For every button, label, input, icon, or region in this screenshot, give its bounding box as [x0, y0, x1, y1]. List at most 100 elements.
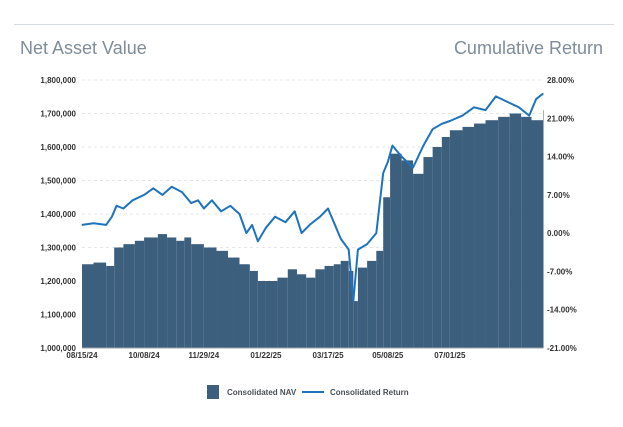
nav-bar [176, 240, 185, 348]
y-left-tick-label: 1,300,000 [40, 244, 76, 253]
nav-bar [315, 269, 325, 348]
nav-bar [509, 113, 522, 348]
return-point [352, 300, 354, 303]
return-point [238, 213, 241, 215]
return-point [495, 95, 497, 98]
nav-bar [114, 247, 124, 348]
return-point [143, 194, 145, 196]
return-point [375, 232, 377, 234]
nav-bars [82, 110, 544, 349]
nav-bar [216, 250, 229, 348]
return-point [181, 191, 183, 193]
nav-bar [432, 147, 442, 348]
nav-bar [376, 250, 384, 348]
nav-bar [93, 262, 107, 348]
x-tick-label: 08/15/24 [66, 351, 98, 360]
nav-bar [157, 234, 168, 348]
nav-bar [203, 247, 217, 348]
y-right-tick-label: 7.00% [547, 191, 570, 200]
legend-item-nav[interactable]: Consolidated NAV [207, 384, 296, 400]
return-point [171, 186, 173, 188]
return-point [274, 216, 276, 218]
legend-item-return[interactable]: Consolidated Return [302, 384, 409, 400]
return-point [348, 248, 350, 251]
return-point [265, 227, 267, 229]
return-point [387, 161, 389, 163]
y-right-tick-label: 14.00% [547, 153, 574, 162]
nav-bar [543, 110, 544, 349]
legend-return-swatch [302, 391, 324, 393]
return-point [391, 145, 393, 147]
return-point [203, 207, 205, 210]
nav-bar [82, 264, 94, 348]
nav-bar [144, 237, 158, 348]
y-right-tick-label: 28.00% [547, 76, 574, 85]
return-point [382, 172, 384, 174]
return-point [366, 243, 368, 245]
y-left-tick-label: 1,100,000 [40, 311, 76, 320]
nav-bar [296, 274, 307, 348]
nav-bar [449, 130, 463, 348]
nav-bar [485, 120, 499, 348]
return-line-layer [81, 92, 544, 303]
return-point [333, 221, 335, 223]
x-tick-label: 03/17/25 [312, 351, 344, 360]
return-point [441, 123, 443, 125]
x-tick-label: 10/08/24 [129, 351, 161, 360]
y-left-tick-label: 1,600,000 [40, 143, 76, 152]
x-tick-label: 11/29/24 [189, 351, 220, 360]
return-point [220, 210, 222, 212]
return-point [484, 109, 487, 111]
return-point [300, 232, 303, 234]
return-point [92, 222, 95, 224]
nav-bar [498, 116, 510, 348]
return-point [284, 221, 287, 223]
nav-bar [521, 116, 532, 348]
return-point [81, 224, 83, 226]
nav-bar [265, 281, 278, 348]
return-point [122, 207, 124, 210]
y-right-tick-label: 0.00% [547, 229, 570, 238]
return-point [535, 98, 537, 100]
return-point [461, 114, 464, 117]
y-left-tick-label: 1,500,000 [40, 177, 76, 186]
y-left-tick-label: 1,000,000 [40, 344, 76, 353]
return-point [245, 232, 247, 234]
nav-bar [287, 269, 297, 348]
return-point [197, 199, 199, 201]
return-point [400, 155, 403, 158]
nav-bar [167, 237, 177, 348]
return-heading: Cumulative Return [453, 38, 603, 58]
return-point [115, 205, 118, 207]
axes: 1,000,000 1,100,000 1,200,000 1,300,000 1,40… [40, 76, 576, 360]
nav-bar [306, 277, 316, 348]
nav-bar [423, 157, 433, 348]
y-left-tick-label: 1,200,000 [40, 277, 76, 286]
nav-bar [531, 120, 543, 348]
return-point [131, 199, 134, 201]
nav-bar [401, 160, 414, 348]
return-point [422, 145, 425, 147]
nav-bar [357, 267, 368, 348]
nav-bar [353, 301, 358, 348]
nav-bar [277, 277, 288, 348]
nav-bar [123, 244, 135, 348]
return-point [449, 120, 451, 122]
nav-bar [390, 153, 402, 348]
return-point [473, 106, 475, 108]
nav-bar [441, 136, 450, 348]
return-point [152, 187, 154, 189]
legend-nav-label: Consolidated NAV [227, 387, 297, 397]
nav-bar [257, 281, 266, 348]
nav-bar [228, 257, 240, 348]
nav-bar [333, 264, 341, 348]
y-right-tick-label: -21.00% [547, 344, 577, 353]
nav-bar [348, 270, 354, 348]
return-point [412, 166, 414, 169]
return-point [190, 202, 192, 204]
nav-bar [474, 123, 486, 348]
return-point [357, 248, 359, 251]
return-point [257, 240, 259, 242]
return-point [319, 216, 321, 218]
